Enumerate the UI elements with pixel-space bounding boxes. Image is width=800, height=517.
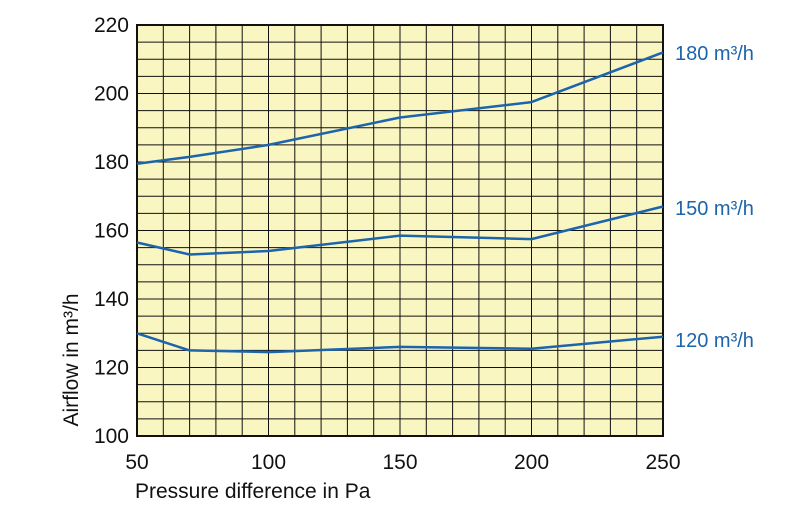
y-tick-label: 140 [94,288,129,311]
x-tick-label: 100 [251,451,286,474]
series-lines [136,51,664,354]
series-label: 180 m³/h [675,43,754,65]
series-labels: 180 m³/h 150 m³/h 120 m³/h [675,43,754,352]
series-line [136,205,664,256]
plot-border [136,24,664,437]
x-tick-label: 200 [514,451,549,474]
x-axis-title: Pressure difference in Pa [135,480,371,503]
x-tick-label: 150 [382,451,417,474]
series-line [136,51,664,165]
y-tick-label: 160 [94,220,129,243]
y-tick-label: 100 [94,425,129,448]
y-tick-label: 120 [94,357,129,380]
x-tick-label: 50 [125,451,148,474]
series-label: 120 m³/h [675,330,754,352]
grid [137,25,663,436]
series-label: 150 m³/h [675,198,754,220]
series-line [136,332,664,354]
x-axis-ticks: 50 100 150 200 250 [125,451,680,474]
y-tick-label: 220 [94,14,129,37]
x-tick-label: 250 [645,451,680,474]
y-tick-label: 180 [94,151,129,174]
y-tick-label: 200 [94,83,129,106]
y-axis-ticks: 100 120 140 160 180 200 220 [94,14,129,448]
y-axis-title: Airflow in m³/h [60,293,83,426]
